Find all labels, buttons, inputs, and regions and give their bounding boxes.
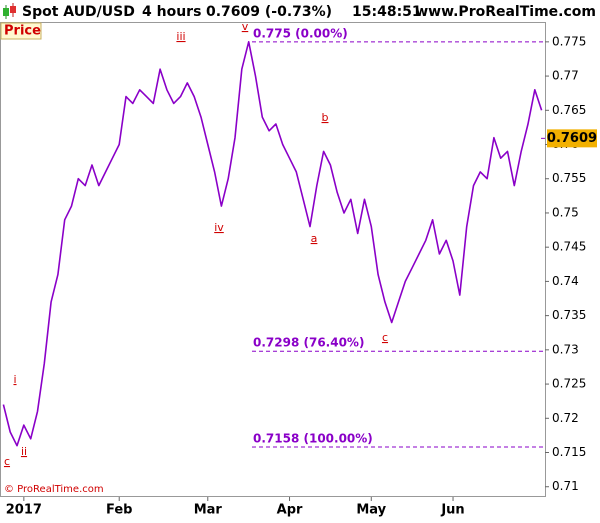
wave-label: c [382,331,388,344]
plot-frame [0,22,546,497]
site: www.ProRealTime.com [415,4,596,20]
price-line [2,41,543,447]
x-tick-label: Apr [277,503,303,518]
wave-label: c [4,455,10,468]
y-tick-label: 0.73 [552,342,579,356]
last-price-label: 0.7609 [547,131,597,146]
y-tick-label: 0.725 [552,377,586,391]
time: 15:48:51 [352,4,422,20]
y-tick-label: 0.71 [552,479,579,493]
wave-label: iii [176,30,185,43]
y-tick-label: 0.745 [552,240,586,254]
fib-label: 0.7158 (100.00%) [253,432,373,446]
series-label: Price [4,24,41,39]
last-price-box [547,129,597,148]
fib-label: 0.775 (0.00%) [253,26,348,40]
y-tick-label: 0.75 [552,205,579,219]
icon-candle [3,8,9,16]
y-tick-label: 0.765 [552,103,586,117]
wave-label: v [242,20,249,33]
series-label-box [0,22,42,40]
y-tick-label: 0.775 [552,34,586,48]
symbol: Spot AUD/USD [22,4,135,20]
copyright: © ProRealTime.com [4,484,104,495]
y-tick-label: 0.755 [552,171,586,185]
wave-label: a [311,232,318,245]
x-tick-label: Feb [106,503,132,518]
x-tick-label: 2017 [6,503,42,518]
y-tick-label: 0.72 [552,411,579,425]
x-tick-label: Jun [440,503,464,518]
wave-label: iv [214,221,224,234]
interval: 4 hours [142,4,201,20]
wave-label: i [13,373,16,386]
quote: 0.7609 (-0.73%) [206,4,332,20]
icon-candle [10,6,16,13]
y-tick-label: 0.77 [552,69,579,83]
wave-label: ii [21,445,27,458]
fib-label: 0.7298 (76.40%) [253,336,364,350]
x-tick-label: May [356,503,386,518]
y-tick-label: 0.74 [552,274,579,288]
y-tick-label: 0.715 [552,445,586,459]
y-tick-label: 0.735 [552,308,586,322]
x-tick-label: Mar [194,503,223,518]
wave-label: b [322,111,329,124]
